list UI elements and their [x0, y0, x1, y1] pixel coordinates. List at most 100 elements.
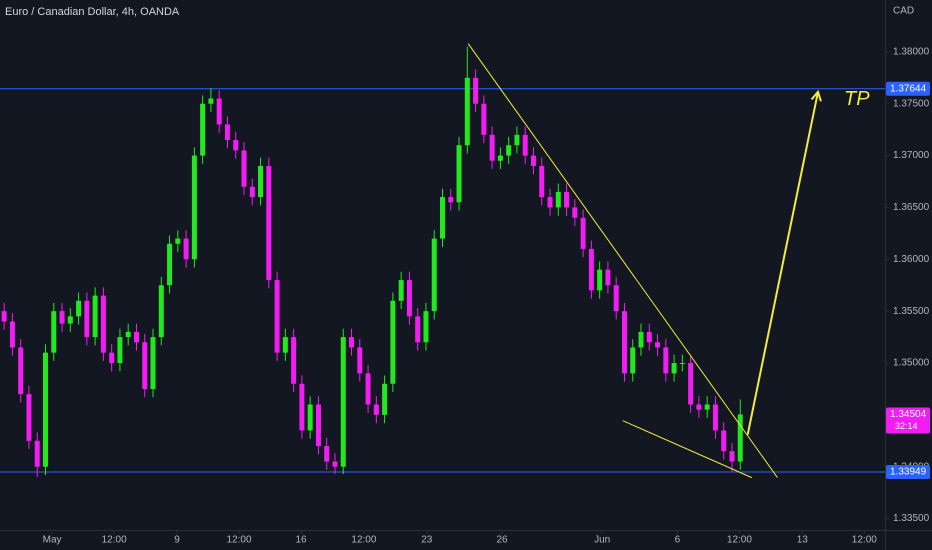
candle-body — [638, 331, 644, 348]
candle-body — [390, 300, 396, 384]
y-tick-label: 1.33500 — [893, 513, 930, 524]
price-label-box — [886, 81, 930, 96]
trend-line — [622, 420, 753, 479]
x-tick-label: 12:00 — [727, 535, 752, 546]
candle-body — [266, 165, 272, 281]
candle-body — [100, 295, 106, 353]
candle-body — [679, 363, 685, 365]
candle-body — [67, 316, 73, 324]
y-tick-label: 1.36500 — [893, 202, 930, 213]
y-tick-label: 1.38000 — [893, 46, 930, 57]
arrow-head — [810, 89, 822, 102]
candle-body — [547, 197, 553, 208]
candle-body — [233, 140, 239, 151]
candle-body — [249, 186, 255, 198]
candle-body — [522, 134, 528, 156]
price-label: 1.37644 — [890, 83, 927, 94]
candle-body — [26, 394, 32, 441]
candle-body — [613, 285, 619, 312]
candle-body — [1, 311, 7, 322]
candle-body — [9, 321, 15, 348]
candle-body — [224, 124, 230, 141]
candle-body — [473, 77, 479, 104]
chart-title: Euro / Canadian Dollar, 4h, OANDA — [5, 6, 180, 18]
x-tick-label: May — [43, 535, 62, 546]
candle-body — [175, 238, 181, 244]
candle-body — [200, 103, 206, 156]
candle-body — [605, 269, 611, 286]
last-price-box — [886, 407, 930, 434]
candle-body — [555, 191, 561, 208]
candle-body — [704, 404, 710, 410]
candle-body — [299, 383, 305, 431]
x-tick-label: 12:00 — [102, 535, 127, 546]
y-tick-label: 1.37500 — [893, 98, 930, 109]
candle-body — [423, 311, 429, 343]
candle-body — [696, 404, 702, 410]
candle-body — [373, 404, 379, 415]
candle-body — [365, 373, 371, 405]
countdown-label: 32:14 — [895, 421, 918, 431]
y-tick-label: 1.35000 — [893, 358, 930, 369]
candle-body — [76, 300, 82, 317]
candle-body — [191, 155, 197, 260]
candle-body — [440, 197, 445, 239]
candle-body — [34, 440, 40, 467]
candle-body — [59, 311, 65, 324]
candle-body — [456, 145, 462, 203]
candle-body — [42, 352, 48, 467]
candle-body — [133, 331, 139, 343]
candle-body — [18, 347, 24, 395]
candle-body — [183, 238, 189, 260]
candle-body — [92, 295, 98, 338]
candle-body — [506, 145, 512, 156]
candle-body — [291, 337, 297, 384]
candle-body — [448, 197, 454, 203]
candle-body — [324, 445, 330, 462]
x-tick-label: Jun — [594, 535, 610, 546]
x-tick-label: 12:00 — [852, 535, 877, 546]
candle-body — [349, 337, 355, 348]
candle-body — [340, 337, 346, 467]
candle-body — [564, 191, 570, 208]
candle-body — [497, 155, 503, 161]
candle-body — [142, 342, 148, 389]
candle-body — [158, 285, 164, 338]
candle-body — [315, 404, 321, 446]
candle-body — [109, 352, 115, 364]
candle-body — [663, 347, 669, 374]
candle-body — [282, 337, 288, 353]
candle-body — [274, 280, 280, 353]
candle-body — [382, 383, 388, 415]
price-label-box — [886, 465, 930, 480]
candle-body — [406, 280, 412, 317]
candle-body — [208, 98, 214, 104]
candle-body — [597, 269, 603, 291]
x-tick-label: 16 — [296, 535, 308, 546]
candle-body — [688, 363, 694, 405]
candle-body — [357, 347, 363, 374]
y-tick-label: 1.36000 — [893, 254, 930, 265]
x-tick-label: 26 — [496, 535, 508, 546]
candle-body — [712, 404, 718, 431]
candle-body — [481, 103, 487, 135]
y-tick-label: 1.35500 — [893, 306, 930, 317]
candle-body — [572, 207, 578, 218]
price-label: 1.33949 — [890, 467, 927, 478]
currency-label: CAD — [893, 6, 914, 17]
candle-body — [415, 316, 421, 343]
candle-body — [580, 217, 586, 249]
candle-body — [539, 165, 545, 198]
x-tick-label: 6 — [675, 535, 681, 546]
candle-body — [125, 331, 131, 338]
candle-body — [671, 363, 677, 374]
arrow-label: TP — [844, 88, 870, 110]
arrow-line — [746, 91, 819, 435]
x-tick-label: 12:00 — [227, 535, 252, 546]
candle-body — [464, 77, 470, 146]
candle-body — [332, 461, 338, 467]
candle-body — [729, 451, 735, 462]
candle-body — [621, 311, 627, 374]
y-tick-label: 1.37000 — [893, 150, 930, 161]
